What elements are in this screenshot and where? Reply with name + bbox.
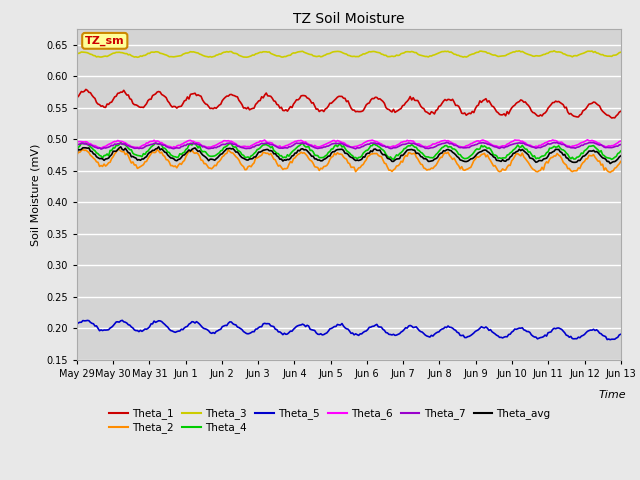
Y-axis label: Soil Moisture (mV): Soil Moisture (mV) <box>31 143 40 246</box>
Theta_7 <box>97 146 105 152</box>
Theta_7 <box>141 144 149 150</box>
Theta_2 <box>312 164 320 170</box>
Theta_2 <box>606 169 614 175</box>
Theta_6 <box>73 139 81 144</box>
Theta_3 <box>73 50 81 56</box>
Theta_3 <box>617 49 625 55</box>
Theta_7 <box>589 140 597 145</box>
Theta_5 <box>264 321 271 326</box>
Theta_4 <box>141 152 149 157</box>
Line: Theta_5: Theta_5 <box>77 320 621 340</box>
Theta_3 <box>312 54 320 60</box>
Theta_3 <box>237 53 244 59</box>
Theta_avg <box>617 153 625 159</box>
Theta_avg <box>588 148 596 154</box>
Theta_3 <box>255 50 262 56</box>
Theta_3 <box>141 52 149 58</box>
Theta_4 <box>237 149 244 155</box>
Theta_2 <box>73 152 81 158</box>
Theta_1 <box>73 95 81 101</box>
Theta_7 <box>617 142 625 147</box>
Theta_6 <box>97 145 105 151</box>
Theta_5 <box>588 327 596 333</box>
Theta_5 <box>73 322 81 327</box>
Theta_avg <box>155 144 163 150</box>
Line: Theta_2: Theta_2 <box>77 149 621 172</box>
Theta_5 <box>617 331 625 337</box>
Line: Theta_3: Theta_3 <box>77 51 621 57</box>
Text: Time: Time <box>598 390 626 400</box>
Theta_7 <box>255 142 262 148</box>
Theta_2 <box>588 153 596 159</box>
Line: Theta_6: Theta_6 <box>77 140 621 148</box>
Title: TZ Soil Moisture: TZ Soil Moisture <box>293 12 404 26</box>
Theta_avg <box>237 153 244 159</box>
Theta_3 <box>515 48 523 54</box>
Theta_7 <box>312 145 320 151</box>
Theta_avg <box>140 156 147 162</box>
Theta_1 <box>312 107 320 112</box>
Theta_5 <box>606 337 614 343</box>
Theta_5 <box>255 324 262 330</box>
Theta_7 <box>264 141 271 146</box>
Theta_2 <box>264 150 271 156</box>
Theta_7 <box>237 144 244 150</box>
Theta_4 <box>390 156 397 162</box>
Theta_6 <box>237 144 244 149</box>
Theta_4 <box>255 146 262 152</box>
Theta_6 <box>264 140 271 145</box>
Theta_3 <box>134 54 141 60</box>
Theta_7 <box>73 143 81 148</box>
Theta_1 <box>255 98 262 104</box>
Theta_avg <box>255 149 262 155</box>
Theta_2 <box>141 159 149 165</box>
Theta_5 <box>141 326 149 332</box>
Line: Theta_4: Theta_4 <box>77 143 621 159</box>
Theta_3 <box>589 49 597 55</box>
Theta_avg <box>264 146 271 152</box>
Theta_6 <box>617 138 625 144</box>
Line: Theta_avg: Theta_avg <box>77 147 621 164</box>
Theta_1 <box>264 93 271 99</box>
Theta_1 <box>82 86 90 92</box>
Theta_6 <box>584 137 591 143</box>
Theta_6 <box>141 142 149 147</box>
Theta_6 <box>255 140 262 145</box>
Theta_4 <box>73 146 81 152</box>
Theta_2 <box>617 158 625 164</box>
Theta_avg <box>606 161 614 167</box>
Legend: Theta_1, Theta_2, Theta_3, Theta_4, Theta_5, Theta_6, Theta_7, Theta_avg: Theta_1, Theta_2, Theta_3, Theta_4, Thet… <box>109 408 550 433</box>
Theta_1 <box>141 103 149 108</box>
Theta_avg <box>73 150 81 156</box>
Theta_2 <box>237 160 244 166</box>
Theta_2 <box>114 146 122 152</box>
Theta_1 <box>237 99 244 105</box>
Theta_6 <box>589 138 597 144</box>
Theta_4 <box>117 140 125 145</box>
Theta_7 <box>443 140 451 145</box>
Theta_avg <box>312 156 320 162</box>
Theta_4 <box>312 153 320 158</box>
Line: Theta_1: Theta_1 <box>77 89 621 118</box>
Theta_4 <box>589 143 597 148</box>
Text: TZ_sm: TZ_sm <box>85 36 125 46</box>
Line: Theta_7: Theta_7 <box>77 143 621 149</box>
Theta_3 <box>264 49 271 55</box>
Theta_5 <box>237 326 244 332</box>
Theta_4 <box>617 148 625 154</box>
Theta_4 <box>264 143 271 148</box>
Theta_5 <box>312 330 320 336</box>
Theta_2 <box>255 154 262 160</box>
Theta_5 <box>118 317 126 323</box>
Theta_1 <box>588 100 596 106</box>
Theta_1 <box>617 108 625 114</box>
Theta_1 <box>608 115 616 121</box>
Theta_6 <box>312 144 320 149</box>
